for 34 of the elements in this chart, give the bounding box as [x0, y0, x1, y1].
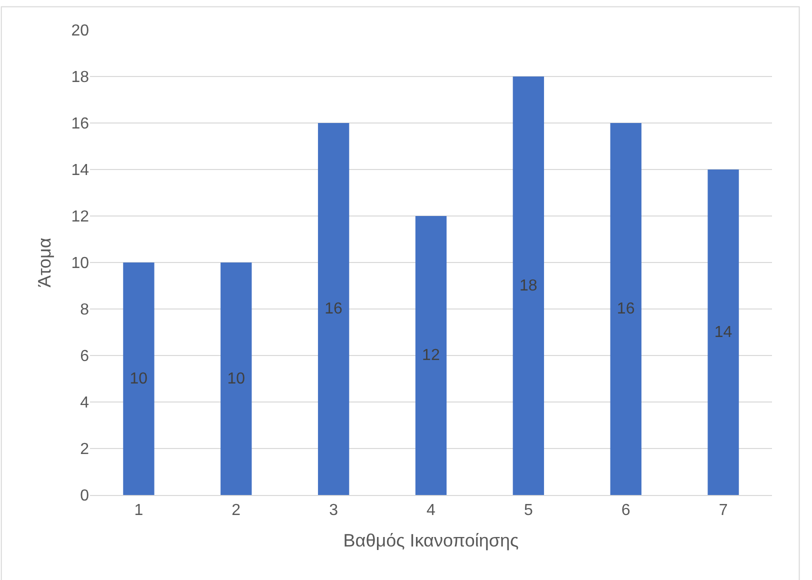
data-label: 10: [227, 370, 246, 388]
data-label: 16: [324, 300, 343, 318]
y-tick-label: 16: [71, 116, 90, 133]
bar: [512, 76, 544, 495]
y-tick-label: 4: [80, 394, 90, 412]
y-axis-title: Άτομα: [34, 238, 54, 288]
y-tick-label: 12: [71, 208, 90, 226]
bar: [220, 262, 252, 495]
x-tick-label: 7: [718, 502, 728, 520]
data-label: 16: [616, 300, 635, 318]
data-label: 12: [422, 347, 440, 364]
x-tick-label: 4: [426, 502, 436, 520]
y-tick-label: 18: [71, 69, 90, 86]
bar: [415, 216, 447, 495]
x-tick-label: 1: [134, 502, 144, 520]
x-tick-label: 3: [329, 502, 338, 520]
y-tick-label: 6: [80, 348, 90, 366]
bar: [318, 123, 350, 495]
data-label: 14: [714, 324, 732, 341]
data-label: 18: [519, 277, 538, 294]
x-tick-label: 5: [524, 502, 533, 520]
y-tick-label: 20: [71, 22, 90, 40]
x-axis-title: Βαθμός Ικανοποίησης: [343, 530, 520, 550]
y-tick-label: 0: [80, 488, 90, 505]
bar: [610, 123, 642, 495]
y-tick-label: 14: [71, 162, 90, 180]
y-tick-label: 2: [80, 441, 90, 458]
data-label: 10: [130, 370, 148, 388]
x-tick-label: 2: [232, 502, 241, 520]
x-tick-label: 6: [621, 502, 630, 520]
y-tick-label: 10: [71, 255, 90, 272]
y-tick-label: 8: [80, 302, 90, 319]
bar: [123, 262, 154, 495]
bar: [708, 170, 739, 495]
